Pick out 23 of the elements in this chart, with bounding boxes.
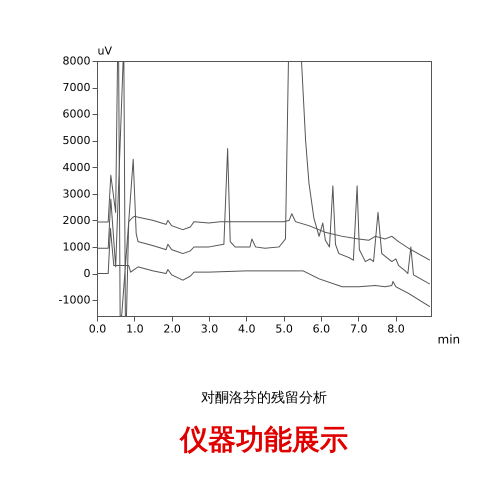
y-tick-label: 6000	[62, 108, 90, 121]
y-tick-label: 3000	[62, 187, 90, 200]
x-tick-label: 8.0	[387, 322, 405, 336]
y-tick-label: 7000	[62, 81, 90, 94]
x-tick-label: 6.0	[312, 322, 330, 336]
y-tick-label: 2000	[62, 214, 90, 227]
text: 仪器功能展示	[179, 423, 348, 456]
x-tick-label: 4.0	[238, 322, 256, 336]
y-tick-label: 0	[84, 267, 90, 280]
x-tick-label: 3.0	[200, 322, 218, 336]
x-axis-title: min	[438, 332, 460, 346]
y-tick-label: 5000	[62, 134, 90, 148]
y-axis-title: uV	[98, 44, 112, 58]
y-tick-label: 4000	[62, 160, 90, 174]
x-tick-label: 0.0	[88, 322, 106, 336]
y-tick-label: -1000	[58, 294, 90, 307]
x-tick-label: 5.0	[275, 322, 293, 336]
x-tick-label: 2.0	[163, 322, 181, 336]
x-tick-label: 7.0	[350, 322, 368, 336]
y-tick-label: 8000	[62, 54, 90, 68]
x-tick-label: 1.0	[126, 322, 144, 336]
text: 对酮洛芬的残留分析	[201, 390, 327, 406]
y-tick-label: 1000	[62, 240, 90, 254]
